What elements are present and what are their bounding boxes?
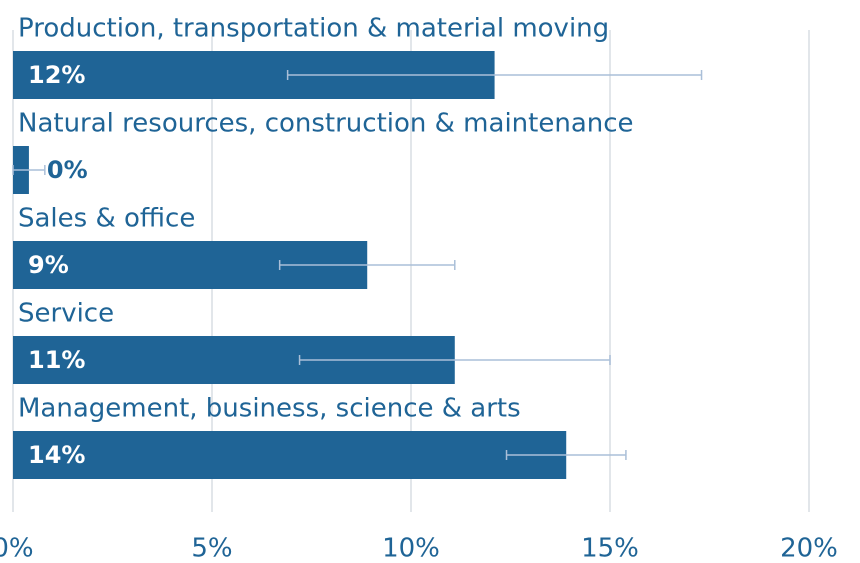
value-label: 0% (47, 156, 88, 184)
value-label: 12% (28, 61, 85, 89)
value-label: 14% (28, 441, 85, 469)
category-label: Management, business, science & arts (18, 394, 521, 424)
bar (13, 431, 567, 479)
x-tick-label: 0% (0, 534, 34, 563)
category-label: Natural resources, construction & mainte… (18, 109, 634, 139)
value-label: 11% (28, 346, 85, 374)
category-label: Service (18, 299, 114, 329)
category-label: Sales & office (18, 204, 195, 234)
x-tick-label: 5% (191, 534, 232, 563)
x-tick-label: 15% (581, 534, 639, 563)
value-label: 9% (28, 251, 69, 279)
category-label: Production, transportation & material mo… (18, 14, 609, 44)
x-tick-label: 10% (382, 534, 440, 563)
x-tick-label: 20% (780, 534, 838, 563)
